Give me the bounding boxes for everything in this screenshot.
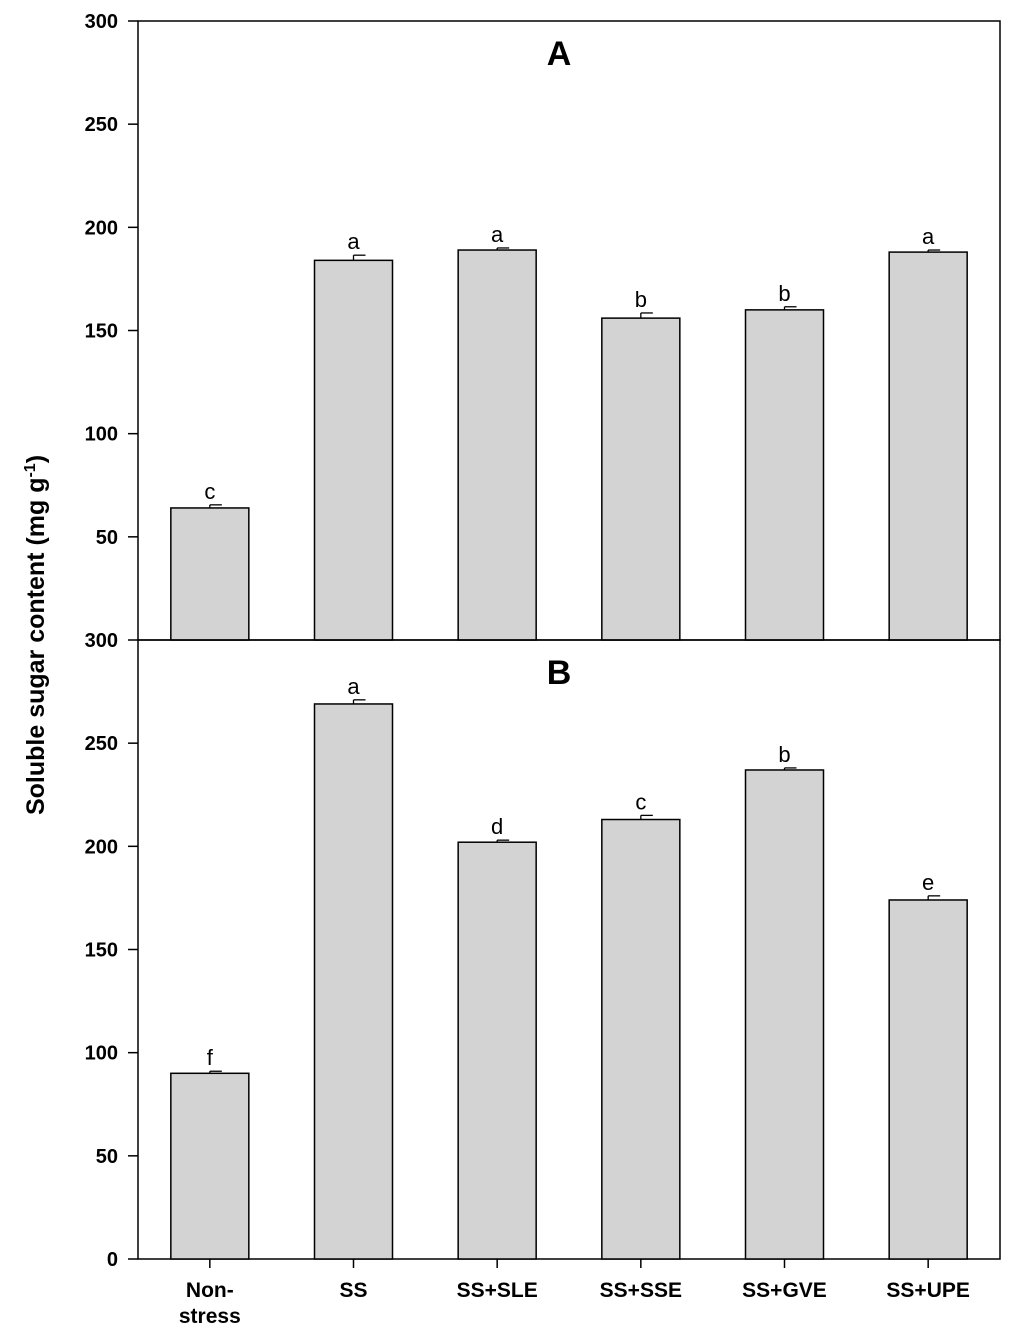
significance-letter: a: [347, 229, 360, 254]
bar: [170, 507, 250, 641]
y-tick-label: 250: [85, 733, 118, 755]
significance-letter: a: [347, 674, 360, 699]
x-tick-label: SS: [339, 1279, 367, 1302]
bar: [170, 1072, 250, 1260]
y-tick-label: 50: [96, 527, 118, 549]
x-axis-category-labels: Non-stress SS SS+SLE SS+SSE SS+GVE SS+UPE: [179, 1259, 970, 1328]
chart-panels: 50 100 150 200 250 300 c a a b b a A 0 50 100 150 200 250 3…: [85, 11, 1001, 1271]
y-tick-label: 200: [85, 836, 118, 858]
panel-frame: [137, 639, 1001, 1260]
bar: [744, 769, 825, 1260]
bar: [313, 259, 394, 641]
significance-letter: b: [778, 742, 790, 767]
significance-letter: d: [491, 814, 503, 839]
bar: [744, 309, 825, 641]
x-tick-label: SS+SSE: [600, 1279, 682, 1302]
x-tick-label: SS+GVE: [742, 1279, 827, 1302]
significance-letter: c: [635, 789, 646, 814]
bar: [457, 249, 537, 641]
significance-letter: e: [922, 870, 934, 895]
y-tick-label: 300: [85, 630, 118, 652]
y-tick-label: 100: [85, 1043, 118, 1065]
panel-a: 50 100 150 200 250 300 c a a b b a A: [85, 11, 1001, 641]
y-tick-label: 150: [85, 321, 118, 343]
panel-b: 0 50 100 150 200 250 300 f a d c b e B: [85, 630, 1001, 1271]
y-tick-label: 100: [85, 424, 118, 446]
y-tick-label: 50: [96, 1146, 118, 1168]
y-axis-label: Soluble sugar content (mg g-1): [22, 455, 50, 815]
y-tick-label: 200: [85, 217, 118, 239]
significance-letter: c: [204, 479, 215, 504]
panel-frame: [137, 20, 1001, 641]
x-tick-label: SS+SLE: [457, 1279, 538, 1302]
y-tick-label: 150: [85, 940, 118, 962]
y-tick-label: 250: [85, 114, 118, 136]
x-tick-label: SS+UPE: [886, 1279, 969, 1302]
bar: [457, 841, 537, 1260]
significance-letter: b: [635, 287, 647, 312]
y-tick-label: 300: [85, 11, 118, 33]
x-tick-label: Non-stress: [179, 1279, 241, 1328]
bar: [313, 703, 394, 1260]
significance-letter: a: [922, 224, 935, 249]
bar: [601, 317, 681, 641]
bar: [601, 818, 681, 1260]
panel-label: A: [547, 35, 572, 73]
significance-letter: b: [778, 281, 790, 306]
panel-label: B: [547, 654, 572, 692]
bar: [888, 899, 968, 1260]
significance-letter: a: [491, 222, 504, 247]
significance-letter: f: [207, 1045, 214, 1070]
y-tick-label: 0: [107, 1249, 118, 1271]
bar: [888, 251, 968, 641]
